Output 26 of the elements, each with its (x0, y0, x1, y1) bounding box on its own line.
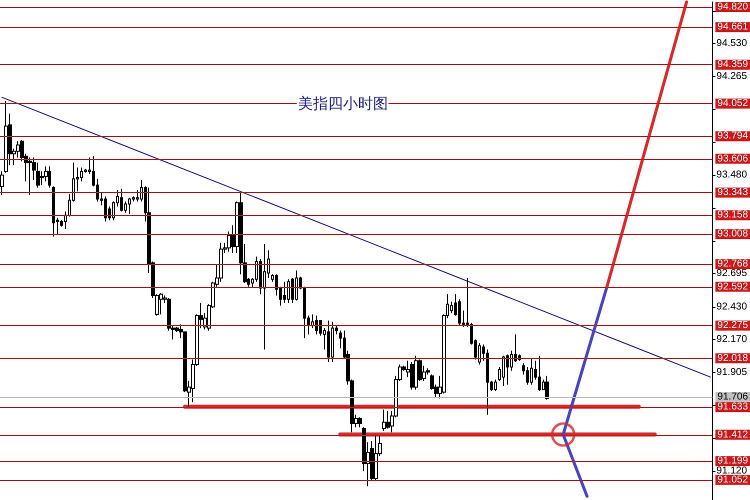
ref-line-label: 93.343 (717, 187, 748, 198)
y-tick-label: 92.170 (716, 334, 748, 345)
ref-line-label: 94.820 (717, 2, 748, 13)
y-tick-label: 94.530 (716, 38, 748, 49)
ref-line-label: 94.359 (717, 59, 748, 70)
ref-line-label: 91.706 (717, 392, 748, 403)
ref-line-label: 91.199 (717, 456, 748, 467)
ref-line-label: 92.592 (717, 281, 748, 292)
ref-line-label: 92.018 (717, 352, 748, 364)
y-tick-label: 92.430 (716, 301, 748, 312)
ref-line-label: 93.158 (717, 210, 748, 221)
ref-line-label: 93.008 (717, 228, 748, 240)
ref-line-label: 91.633 (717, 402, 748, 413)
ref-line-label: 92.275 (717, 320, 748, 332)
ref-line-label: 94.052 (717, 98, 748, 110)
ref-line-label: 91.052 (717, 474, 748, 486)
ref-line-label: 93.794 (717, 130, 748, 142)
ref-line-label: 94.661 (717, 22, 748, 33)
ref-line-label: 91.412 (717, 429, 748, 440)
y-tick-label: 94.265 (716, 71, 748, 82)
y-tick-label: 91.120 (716, 466, 748, 477)
y-tick-label: 91.905 (716, 367, 748, 378)
y-tick-label: 92.695 (716, 268, 748, 280)
ref-line-label: 92.768 (717, 258, 748, 270)
ref-line-label: 93.606 (717, 153, 748, 164)
y-tick-label: 93.480 (716, 170, 748, 181)
